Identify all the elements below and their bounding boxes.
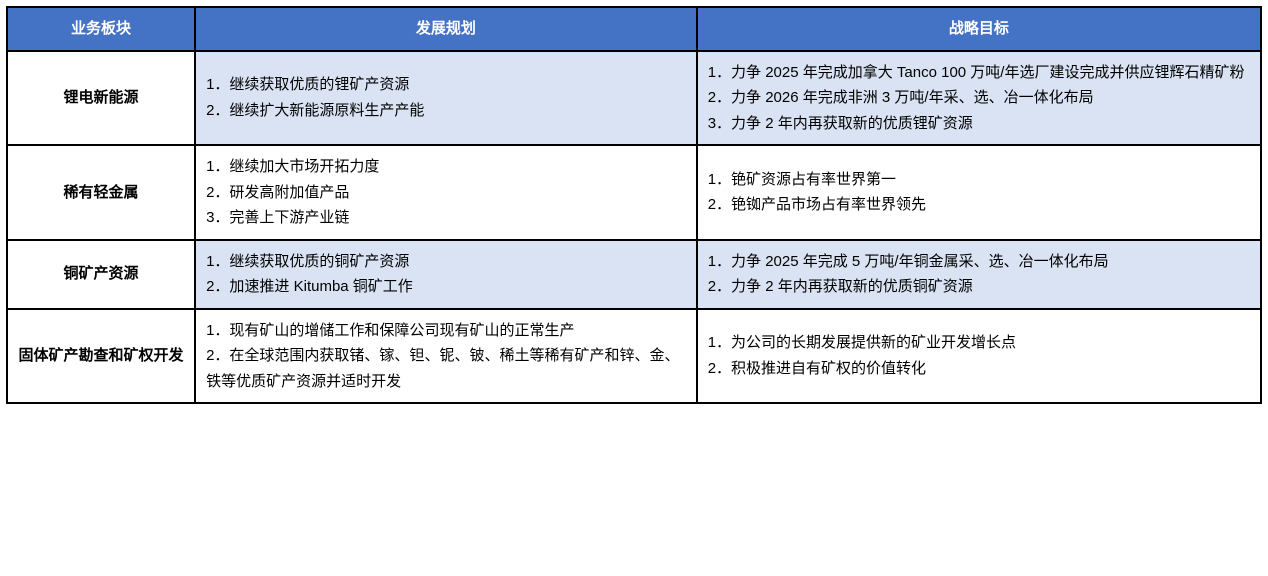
goal-cell: 1．力争 2025 年完成加拿大 Tanco 100 万吨/年选厂建设完成并供应… — [697, 51, 1261, 146]
col-header-segment: 业务板块 — [7, 7, 195, 51]
table-row: 稀有轻金属 1．继续加大市场开拓力度 2．研发高附加值产品 3．完善上下游产业链… — [7, 145, 1261, 240]
goal-cell: 1．力争 2025 年完成 5 万吨/年铜金属采、选、冶一体化布局 2．力争 2… — [697, 240, 1261, 309]
segment-cell: 锂电新能源 — [7, 51, 195, 146]
plan-cell: 1．现有矿山的增储工作和保障公司现有矿山的正常生产 2．在全球范围内获取锗、镓、… — [195, 309, 697, 404]
col-header-plan: 发展规划 — [195, 7, 697, 51]
plan-cell: 1．继续加大市场开拓力度 2．研发高附加值产品 3．完善上下游产业链 — [195, 145, 697, 240]
table-row: 铜矿产资源 1．继续获取优质的铜矿产资源 2．加速推进 Kitumba 铜矿工作… — [7, 240, 1261, 309]
col-header-goal: 战略目标 — [697, 7, 1261, 51]
plan-cell: 1．继续获取优质的锂矿产资源 2．继续扩大新能源原料生产产能 — [195, 51, 697, 146]
table-row: 固体矿产勘查和矿权开发 1．现有矿山的增储工作和保障公司现有矿山的正常生产 2．… — [7, 309, 1261, 404]
segment-cell: 稀有轻金属 — [7, 145, 195, 240]
goal-cell: 1．为公司的长期发展提供新的矿业开发增长点 2．积极推进自有矿权的价值转化 — [697, 309, 1261, 404]
business-strategy-table: 业务板块 发展规划 战略目标 锂电新能源 1．继续获取优质的锂矿产资源 2．继续… — [6, 6, 1262, 404]
header-row: 业务板块 发展规划 战略目标 — [7, 7, 1261, 51]
goal-cell: 1．铯矿资源占有率世界第一 2．铯铷产品市场占有率世界领先 — [697, 145, 1261, 240]
plan-cell: 1．继续获取优质的铜矿产资源 2．加速推进 Kitumba 铜矿工作 — [195, 240, 697, 309]
segment-cell: 固体矿产勘查和矿权开发 — [7, 309, 195, 404]
segment-cell: 铜矿产资源 — [7, 240, 195, 309]
table-row: 锂电新能源 1．继续获取优质的锂矿产资源 2．继续扩大新能源原料生产产能 1．力… — [7, 51, 1261, 146]
